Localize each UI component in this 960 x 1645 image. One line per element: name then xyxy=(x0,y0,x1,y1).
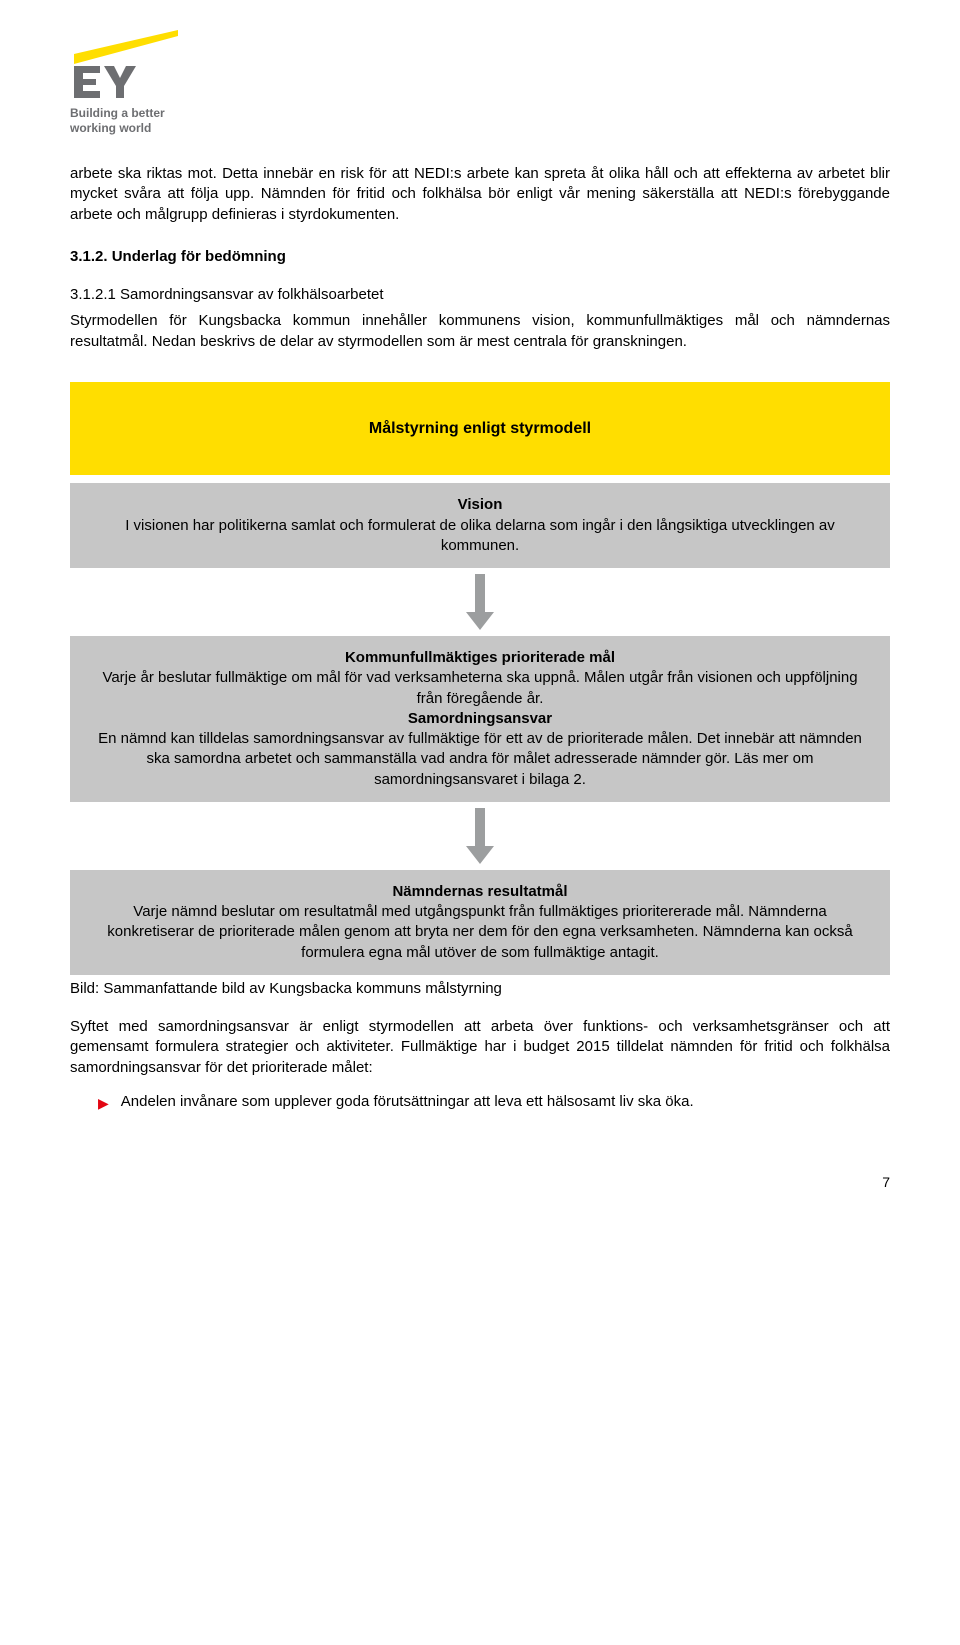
page-number: 7 xyxy=(70,1173,890,1192)
bullet-text-1: Andelen invånare som upplever goda förut… xyxy=(121,1092,890,1112)
diagram-title-band: Målstyrning enligt styrmodell xyxy=(70,382,890,476)
arrow-1 xyxy=(70,574,890,630)
heading-3-1-2: 3.1.2. Underlag för bedömning xyxy=(70,247,890,267)
box-vision-title: Vision xyxy=(94,495,866,515)
diagram-box-kommunfullmaktige: Kommunfullmäktiges prioriterade mål Varj… xyxy=(70,636,890,802)
logo-tagline: Building a better working world xyxy=(70,106,890,136)
down-arrow-icon xyxy=(466,574,494,630)
ey-logo-block: Building a better working world xyxy=(70,30,890,136)
box-kf-title: Kommunfullmäktiges prioriterade mål xyxy=(94,648,866,668)
tagline-line-1: Building a better xyxy=(70,106,165,120)
paragraph-1: arbete ska riktas mot. Detta innebär en … xyxy=(70,164,890,225)
box-samordning-body: En nämnd kan tilldelas samordningsansvar… xyxy=(98,730,862,788)
box-samordning-title: Samordningsansvar xyxy=(94,709,866,729)
bullet-triangle-icon: ▶ xyxy=(98,1094,109,1113)
tagline-line-2: working world xyxy=(70,121,151,135)
paragraph-2: Styrmodellen för Kungsbacka kommun inneh… xyxy=(70,311,890,352)
box-namnd-body: Varje nämnd beslutar om resultatmål med … xyxy=(107,903,852,961)
diagram-caption: Bild: Sammanfattande bild av Kungsbacka … xyxy=(70,979,890,999)
paragraph-3: Syftet med samordningsansvar är enligt s… xyxy=(70,1017,890,1078)
arrow-2 xyxy=(70,808,890,864)
diagram-box-namndernas: Nämndernas resultatmål Varje nämnd beslu… xyxy=(70,870,890,975)
bullet-item-1: ▶ Andelen invånare som upplever goda för… xyxy=(98,1092,890,1113)
box-namnd-title: Nämndernas resultatmål xyxy=(94,882,866,902)
diagram-box-vision: Vision I visionen har politikerna samlat… xyxy=(70,483,890,568)
box-kf-body1: Varje år beslutar fullmäktige om mål för… xyxy=(102,669,857,706)
box-vision-body: I visionen har politikerna samlat och fo… xyxy=(125,517,835,554)
diagram-title: Målstyrning enligt styrmodell xyxy=(369,420,591,437)
down-arrow-icon xyxy=(466,808,494,864)
ey-logo xyxy=(70,30,180,100)
heading-3-1-2-1: 3.1.2.1 Samordningsansvar av folkhälsoar… xyxy=(70,285,890,305)
